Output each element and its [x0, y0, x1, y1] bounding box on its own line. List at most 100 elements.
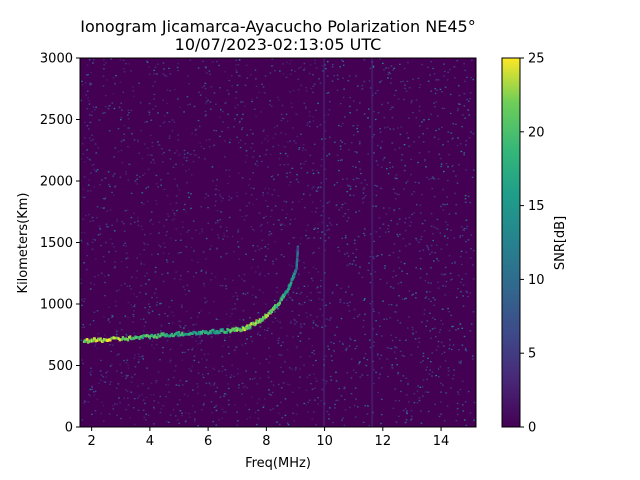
noise-cell [317, 271, 320, 273]
noise-cell [153, 347, 155, 349]
noise-cell [84, 298, 86, 300]
trace-cell [157, 333, 160, 336]
noise-cell [81, 84, 84, 86]
noise-cell [277, 219, 280, 221]
noise-cell [443, 351, 446, 353]
noise-cell [169, 203, 172, 205]
noise-cell [462, 234, 464, 237]
noise-cell [137, 361, 140, 363]
noise-cell [280, 119, 283, 122]
noise-cell [426, 176, 428, 178]
noise-cell [130, 277, 133, 279]
noise-cell [201, 409, 203, 411]
noise-cell [285, 113, 288, 115]
noise-cell [120, 372, 123, 374]
noise-cell [359, 361, 361, 363]
noise-cell [355, 371, 357, 374]
noise-cell [441, 126, 443, 128]
noise-cell [236, 298, 239, 300]
noise-cell [411, 100, 413, 102]
noise-cell [303, 323, 306, 325]
noise-cell [257, 417, 260, 420]
noise-cell [193, 355, 196, 357]
noise-cell [175, 163, 177, 165]
noise-cell [226, 252, 229, 254]
noise-cell [414, 181, 417, 183]
noise-cell [201, 358, 203, 360]
noise-cell [473, 401, 476, 404]
noise-cell [389, 167, 391, 169]
noise-cell [215, 60, 218, 63]
noise-cell [175, 384, 178, 386]
noise-cell [374, 92, 377, 94]
noise-cell [308, 399, 311, 401]
trace-cell [200, 332, 203, 335]
noise-cell [387, 228, 389, 230]
noise-cell [203, 85, 205, 87]
noise-cell [293, 420, 295, 422]
noise-cell [284, 133, 287, 135]
noise-cell [297, 181, 300, 183]
noise-cell [153, 406, 155, 408]
noise-cell [251, 100, 253, 103]
noise-cell [288, 384, 291, 386]
trace-cell [238, 327, 241, 331]
noise-cell [452, 170, 455, 172]
noise-cell [225, 226, 228, 229]
noise-cell [222, 121, 224, 123]
noise-cell [346, 178, 348, 180]
noise-cell [411, 213, 413, 216]
noise-cell [83, 176, 86, 178]
noise-cell [352, 165, 354, 168]
trace-cell [180, 333, 183, 337]
noise-cell [306, 172, 309, 174]
noise-cell [317, 102, 319, 104]
noise-cell [339, 299, 342, 301]
noise-cell [470, 323, 473, 325]
y-tick-label: 2500 [40, 113, 73, 128]
noise-cell [329, 407, 331, 409]
noise-cell [316, 190, 319, 193]
noise-cell [273, 178, 275, 180]
noise-cell [83, 232, 86, 234]
noise-cell [261, 223, 263, 226]
noise-cell [387, 73, 390, 75]
noise-cell [356, 315, 359, 318]
noise-cell [457, 108, 459, 110]
noise-cell [426, 127, 429, 130]
noise-cell [328, 413, 330, 416]
noise-cell [195, 340, 198, 342]
noise-cell [123, 397, 125, 399]
noise-cell [127, 146, 130, 148]
noise-cell [221, 110, 224, 113]
noise-cell [408, 243, 411, 245]
noise-cell [415, 331, 417, 333]
noise-cell [424, 297, 427, 299]
noise-cell [159, 125, 162, 127]
noise-cell [133, 398, 136, 400]
noise-cell [447, 71, 449, 73]
noise-cell [146, 367, 148, 369]
noise-cell [151, 310, 154, 312]
noise-cell [154, 271, 157, 273]
noise-cell [277, 339, 280, 341]
noise-cell [463, 105, 466, 107]
noise-cell [339, 103, 342, 105]
noise-cell [389, 161, 391, 164]
noise-cell [434, 88, 437, 90]
noise-cell [297, 287, 300, 289]
noise-cell [386, 282, 388, 284]
noise-cell [244, 143, 247, 145]
noise-cell [284, 398, 287, 400]
noise-cell [203, 285, 206, 287]
noise-cell [137, 353, 140, 355]
noise-cell [87, 74, 89, 76]
noise-cell [241, 278, 243, 280]
noise-cell [325, 68, 327, 70]
noise-cell [258, 249, 261, 251]
noise-cell [263, 217, 265, 219]
noise-cell [276, 291, 279, 293]
noise-cell [197, 67, 200, 69]
trace-cell [196, 332, 199, 336]
noise-cell [82, 188, 84, 190]
